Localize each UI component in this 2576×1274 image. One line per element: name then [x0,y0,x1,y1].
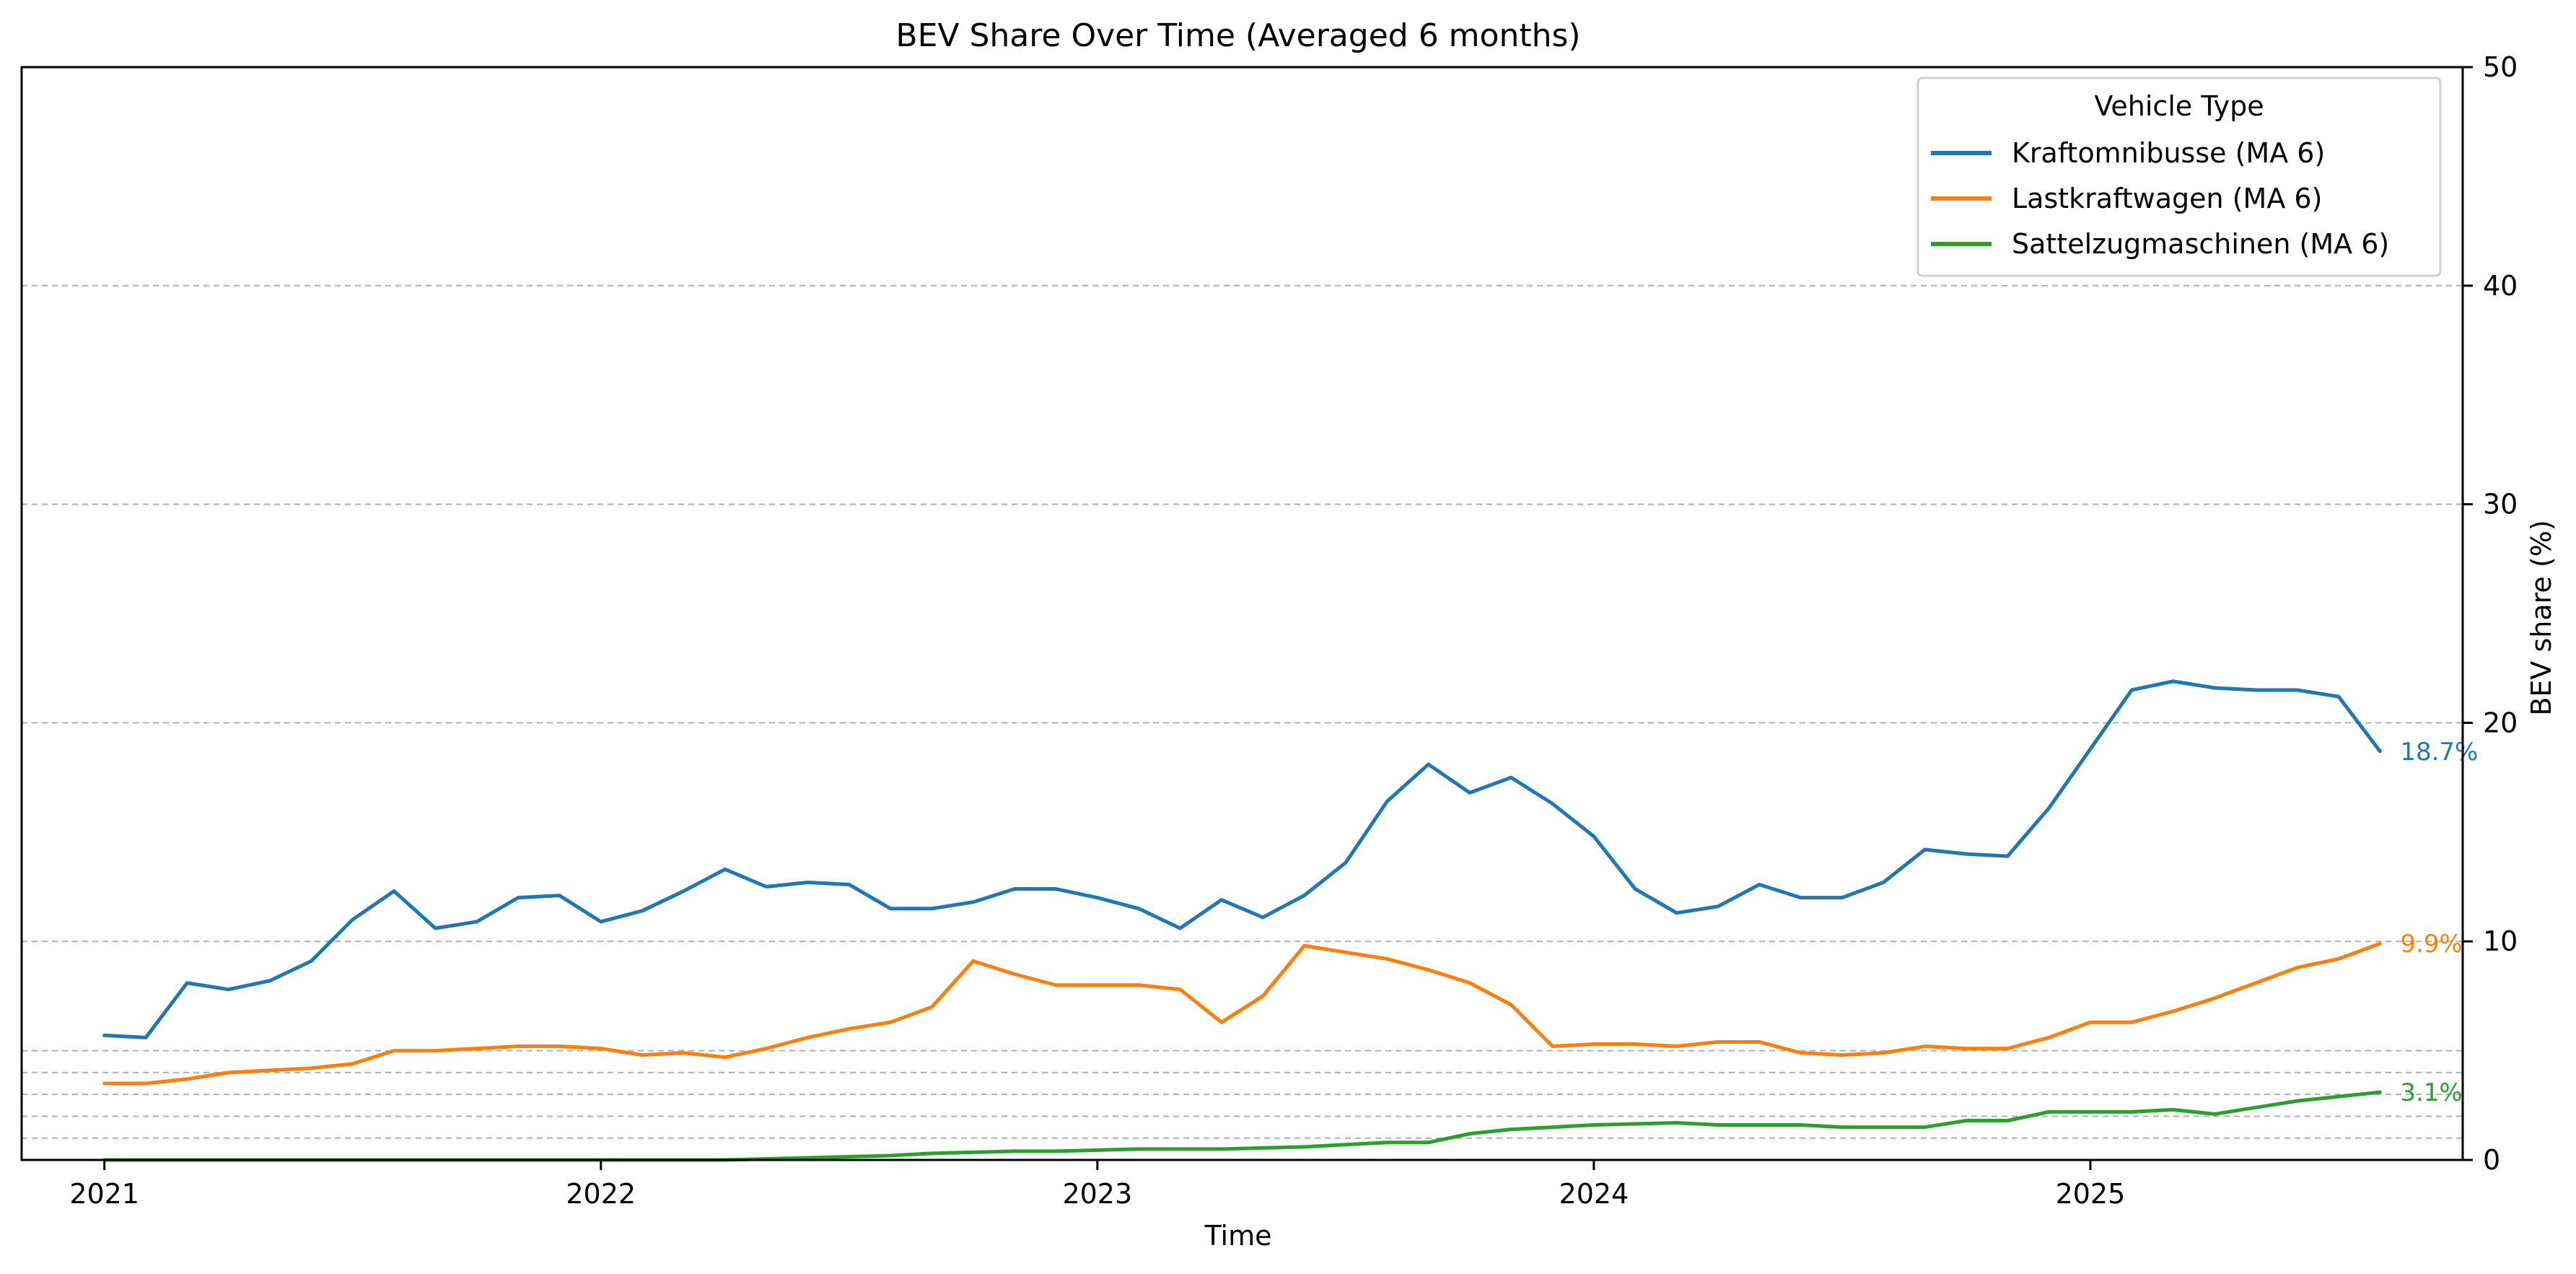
y-tick-label: 20 [2483,707,2518,738]
plot-frame [20,66,2464,1161]
y-tick-label: 10 [2483,925,2518,957]
y-axis-label: BEV share (%) [2525,520,2557,715]
legend-label-sattelzugmaschinen: Sattelzugmaschinen (MA 6) [2012,228,2389,260]
series-end-label-2: 3.1% [2400,1078,2462,1107]
chart-title: BEV Share Over Time (Averaged 6 months) [895,17,1580,54]
y-tick-label: 0 [2483,1144,2500,1176]
x-axis-label: Time [1204,1220,1272,1252]
series-end-label-1: 9.9% [2400,930,2462,959]
x-tick-label: 2022 [566,1178,636,1210]
legend-title: Vehicle Type [2094,90,2264,122]
x-tick-label: 2024 [1559,1178,1629,1210]
legend-label-lastkraftwagen: Lastkraftwagen (MA 6) [2012,183,2322,214]
end-label-layer: 18.7% 9.9% 3.1% [2400,738,2478,1107]
x-tick-label: 2025 [2056,1178,2126,1210]
series-layer [102,679,2382,1162]
legend-label-kraftomnibusse: Kraftomnibusse (MA 6) [2012,137,2325,169]
legend-box [1916,77,2442,277]
legend: Vehicle Type Kraftomnibusse (MA 6) Lastk… [1916,77,2442,277]
series-line-0 [102,679,2382,1039]
series-line-2 [102,1090,2382,1162]
x-tick-label: 2023 [1062,1178,1132,1210]
axis-layer: 2021 2022 2023 2024 2025 0 10 20 30 40 50 [20,51,2518,1210]
y-tick-label: 40 [2483,270,2518,302]
x-tick-label: 2021 [69,1178,139,1210]
y-tick-label: 30 [2483,489,2518,520]
series-line-1 [102,941,2382,1086]
series-end-label-0: 18.7% [2400,738,2478,767]
y-tick-label: 50 [2483,51,2518,83]
